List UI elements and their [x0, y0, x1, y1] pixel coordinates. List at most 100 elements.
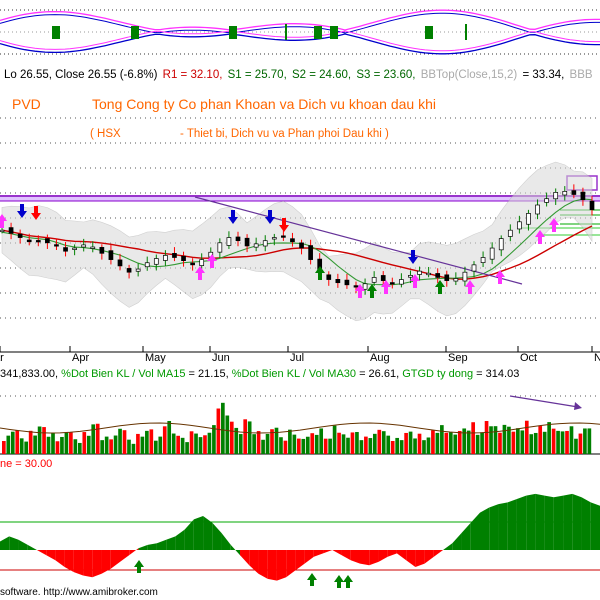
- candle-body: [553, 192, 559, 200]
- volume-bar: [153, 440, 158, 454]
- volume-bar: [234, 427, 239, 454]
- trend-line: [194, 196, 523, 285]
- candle-body: [54, 244, 59, 247]
- volume-bar: [265, 433, 270, 454]
- osc-area: [323, 550, 333, 554]
- candle-body: [435, 273, 441, 278]
- osc-area: [73, 550, 84, 576]
- osc-area: [406, 550, 416, 567]
- candle-body: [45, 238, 50, 244]
- volume-bar: [337, 432, 341, 454]
- volume-bar: [417, 433, 422, 454]
- candle-body: [108, 250, 114, 260]
- osc-area: [83, 550, 93, 578]
- volume-bar: [243, 419, 248, 454]
- month-label: Oct: [520, 352, 537, 364]
- volume-bar: [556, 430, 560, 454]
- osc-area: [175, 529, 185, 550]
- sell-arrow-icon: [228, 210, 238, 224]
- volume-bar: [42, 427, 46, 454]
- osc-area: [212, 522, 222, 550]
- candle-body: [226, 237, 232, 246]
- top-upper-line: [0, 9, 600, 31]
- month-label: Sep: [448, 352, 468, 364]
- volume-bar: [390, 440, 395, 454]
- volume-bar: [212, 425, 216, 454]
- candle-body: [8, 227, 14, 234]
- volume-bar: [565, 430, 569, 454]
- osc-buy-arrow-icon: [307, 573, 317, 586]
- volume-bar: [60, 436, 64, 454]
- candle-body: [389, 282, 395, 285]
- candle-body: [81, 244, 87, 248]
- volume-trend-arrow-icon: [574, 402, 582, 410]
- volume-bar: [328, 438, 332, 454]
- volume-bar: [252, 434, 256, 454]
- vol-ma30-value: = 26.61,: [356, 368, 403, 380]
- volume-bar: [355, 432, 359, 454]
- top-signal-box: [131, 26, 139, 39]
- osc-area: [55, 550, 65, 567]
- candle-body: [244, 237, 250, 247]
- volume-bar: [95, 423, 100, 454]
- oscillator-line-label: ne = 30.00: [0, 458, 53, 470]
- volume-bar: [413, 438, 417, 454]
- volume-bar: [395, 437, 400, 454]
- volume-bar: [2, 441, 6, 454]
- month-label: Jul: [290, 352, 304, 364]
- volume-bar: [422, 440, 426, 454]
- volume-bar: [118, 428, 122, 454]
- candle-body: [471, 264, 477, 272]
- vol-ma15-label: %Dot Bien KL / Vol MA15: [61, 368, 186, 380]
- volume-bar: [578, 433, 583, 454]
- osc-area: [489, 504, 499, 550]
- osc-area: [350, 550, 360, 564]
- sell-arrow-icon: [279, 218, 289, 232]
- osc-buy-arrow-icon: [134, 560, 144, 573]
- month-label: N: [594, 352, 600, 364]
- volume-bar: [520, 430, 525, 454]
- osc-area: [304, 550, 314, 564]
- top-upper-line-2: [0, 12, 600, 34]
- osc-area: [360, 550, 370, 566]
- volume-bar: [332, 425, 337, 454]
- volume-bar: [364, 436, 368, 454]
- sell-arrow-icon: [31, 206, 41, 220]
- osc-area: [46, 550, 56, 561]
- buy-arrow-icon: [410, 274, 420, 288]
- candle-body: [335, 279, 341, 284]
- volume-bar: [145, 430, 149, 454]
- candle-body: [72, 247, 77, 250]
- osc-area: [138, 544, 148, 550]
- osc-area: [443, 543, 453, 550]
- volume-bar: [453, 434, 458, 454]
- osc-area: [36, 550, 47, 556]
- candle-body: [26, 239, 32, 243]
- volume-bar: [176, 435, 180, 454]
- volume-bar: [524, 420, 529, 454]
- buy-arrow-icon: [535, 230, 545, 244]
- volume-bar: [283, 440, 288, 454]
- volume-chart: [0, 395, 600, 455]
- volume-bar: [64, 432, 69, 454]
- osc-area: [120, 550, 130, 562]
- candle-body: [326, 274, 332, 280]
- volume-bar: [69, 432, 73, 454]
- candle-body: [117, 259, 123, 267]
- volume-bar: [247, 421, 252, 454]
- osc-area: [572, 493, 582, 550]
- buy-arrow-icon: [195, 266, 205, 280]
- volume-bar: [221, 402, 225, 454]
- volume-bar: [466, 430, 471, 454]
- month-label: May: [145, 352, 166, 364]
- volume-bar: [15, 430, 20, 454]
- volume-bar: [6, 435, 11, 454]
- volume-bar: [493, 426, 498, 454]
- volume-bar: [471, 422, 475, 454]
- osc-area: [240, 550, 250, 566]
- candle-body: [408, 275, 413, 278]
- candle-body: [126, 268, 132, 273]
- buy-arrow-icon: [207, 254, 217, 268]
- buy-arrow-icon: [355, 284, 365, 298]
- candle-body: [535, 204, 540, 215]
